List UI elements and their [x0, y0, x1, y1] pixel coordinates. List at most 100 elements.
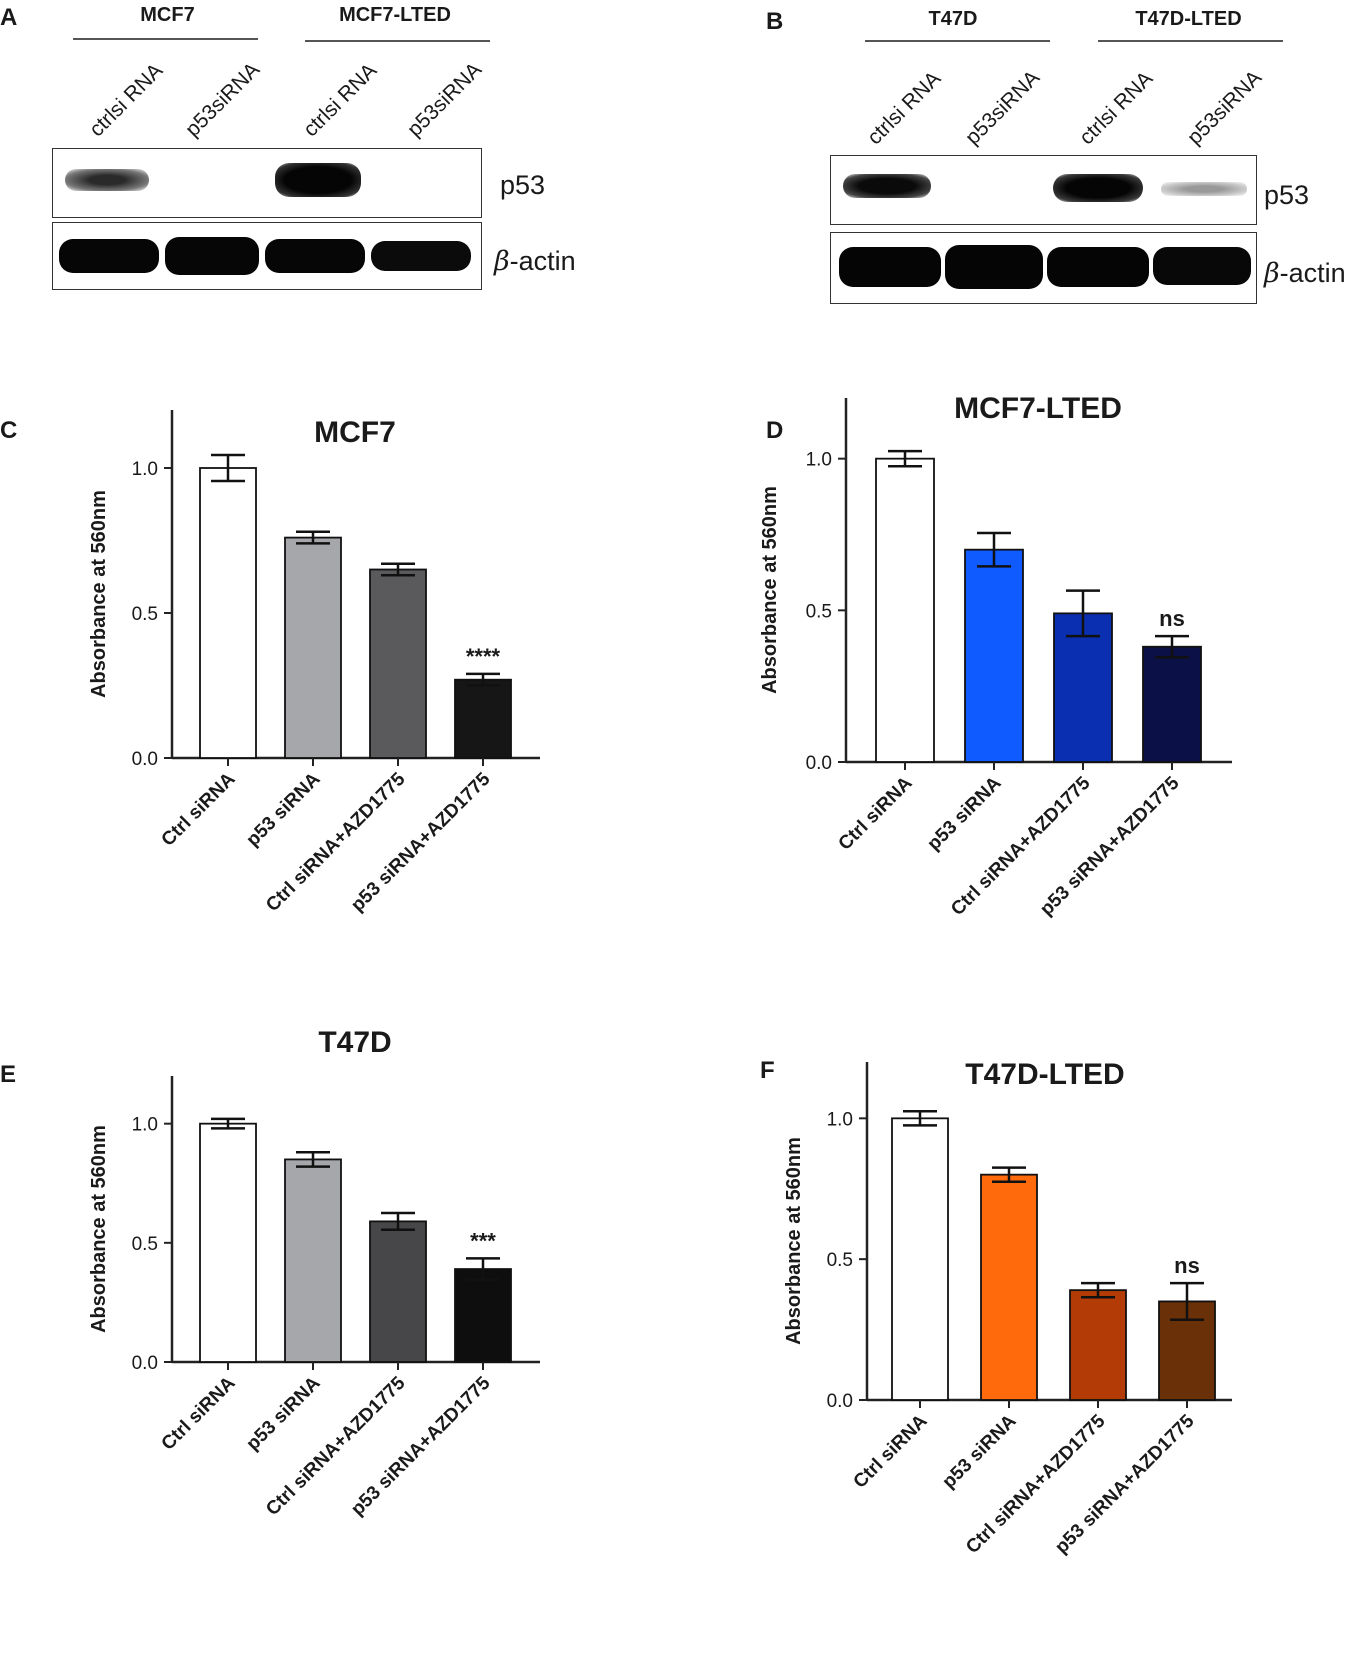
panel-letter: D — [766, 417, 783, 444]
significance-label: ns — [1174, 1253, 1200, 1278]
panel-letter-b: B — [766, 8, 784, 35]
chart-title: T47D — [318, 1026, 391, 1059]
band — [371, 241, 471, 271]
bar — [1053, 612, 1113, 763]
x-tick-label: p53 siRNA — [923, 772, 1005, 854]
bar — [199, 467, 257, 759]
beta-symbol: β — [1264, 258, 1280, 289]
group-label-t47d: T47D — [928, 8, 978, 30]
y-tick-label: 0.5 — [132, 604, 158, 625]
x-tick-label: p53 siRNA — [242, 768, 324, 850]
y-tick-label: 1.0 — [827, 1109, 853, 1130]
chart-title: MCF7-LTED — [954, 392, 1122, 425]
band — [1053, 174, 1143, 202]
band — [945, 245, 1043, 289]
blot-strip-p53 — [52, 148, 482, 218]
bar — [369, 568, 427, 759]
bar — [369, 1220, 427, 1363]
chart-title: T47D-LTED — [965, 1058, 1124, 1091]
group-line-mcf7-lted — [305, 40, 490, 42]
bar — [454, 678, 512, 759]
band — [65, 169, 149, 191]
lane-label-3: ctrlsi RNA — [1075, 67, 1158, 150]
y-tick-label: 1.0 — [132, 459, 158, 480]
y-tick-label: 0.5 — [827, 1250, 853, 1271]
bar — [1142, 645, 1202, 763]
chart-title: MCF7 — [314, 416, 396, 449]
bar — [454, 1268, 512, 1363]
y-tick-label: 0.0 — [132, 1353, 158, 1374]
significance-label: ns — [1159, 606, 1185, 631]
protein-label-actin: β-actin — [1264, 258, 1346, 289]
beta-symbol: β — [494, 246, 510, 277]
bar-chart-e: E T47D Absorbance at 560nm 0.0 0.5 1.0 Ctrl si… — [0, 1026, 540, 1520]
y-axis-label: Absorbance at 560nm — [783, 1137, 805, 1345]
panel-letter-a: A — [0, 4, 18, 31]
x-tick-label: Ctrl siRNA — [835, 772, 917, 854]
lane-label-1: ctrlsi RNA — [85, 59, 168, 142]
panel-letter: F — [760, 1057, 775, 1084]
y-tick-label: 1.0 — [806, 450, 832, 471]
panel-letter: E — [0, 1061, 16, 1088]
band — [275, 163, 361, 197]
x-tick-label: Ctrl siRNA — [158, 1372, 240, 1454]
bar — [891, 1117, 949, 1401]
y-tick-label: 0.0 — [806, 753, 832, 774]
y-tick-label: 0.5 — [132, 1234, 158, 1255]
blot-strip-actin — [52, 222, 482, 290]
x-tick-label: p53 siRNA+AZD1775 — [347, 1372, 495, 1520]
actin-text: -actin — [509, 246, 576, 276]
bar-chart-d: D MCF7-LTED Absorbance at 560nm 0.0 0.5 1.0 Ct… — [759, 392, 1232, 920]
y-axis-label: Absorbance at 560nm — [88, 1125, 110, 1333]
x-tick-label: p53 siRNA — [242, 1372, 324, 1454]
group-label-mcf7: MCF7 — [140, 4, 195, 26]
bar-chart-f: F T47D-LTED Absorbance at 560nm 0.0 0.5 1.0 Ct… — [760, 1057, 1232, 1558]
x-tick-label: p53 siRNA — [938, 1410, 1020, 1492]
lane-label-4: p53siRNA — [1183, 66, 1267, 150]
lane-label-2: p53siRNA — [961, 66, 1045, 150]
x-tick-label: Ctrl siRNA+AZD1775 — [262, 768, 410, 916]
bar — [1069, 1289, 1127, 1401]
group-label-t47d-lted: T47D-LTED — [1135, 8, 1242, 30]
lane-label-2: p53siRNA — [181, 58, 265, 142]
bar-chart-c: C MCF7 Absorbance at 560nm 0.0 0.5 1.0 Ctrl si… — [0, 410, 540, 916]
bar — [284, 536, 342, 759]
significance-label: *** — [470, 1228, 496, 1253]
bar — [875, 457, 935, 763]
protein-label-p53: p53 — [1264, 180, 1310, 210]
band — [1047, 247, 1149, 287]
band — [1161, 182, 1247, 196]
group-line-t47d-lted — [1098, 40, 1283, 42]
lane-label-4: p53siRNA — [403, 58, 487, 142]
band — [843, 174, 931, 198]
y-tick-label: 1.0 — [132, 1115, 158, 1136]
bar — [964, 548, 1024, 763]
group-label-mcf7-lted: MCF7-LTED — [339, 4, 451, 26]
y-tick-label: 0.0 — [132, 749, 158, 770]
group-line-t47d — [865, 40, 1050, 42]
group-line-mcf7 — [73, 38, 258, 40]
protein-label-p53: p53 — [500, 170, 546, 200]
y-tick-label: 0.0 — [827, 1391, 853, 1412]
y-axis-label: Absorbance at 560nm — [759, 486, 781, 694]
bar — [284, 1158, 342, 1363]
actin-text: -actin — [1279, 258, 1346, 288]
blot-strip-p53 — [830, 155, 1257, 225]
x-tick-label: Ctrl siRNA+AZD1775 — [262, 1372, 410, 1520]
y-axis-label: Absorbance at 560nm — [88, 490, 110, 698]
panel-letter: C — [0, 417, 17, 444]
x-tick-label: p53 siRNA+AZD1775 — [347, 768, 495, 916]
significance-label: **** — [466, 644, 501, 669]
x-tick-label: Ctrl siRNA — [850, 1410, 932, 1492]
lane-label-1: ctrlsi RNA — [863, 67, 946, 150]
band — [265, 239, 365, 273]
band — [165, 237, 259, 275]
band — [1153, 247, 1251, 285]
y-tick-label: 0.5 — [806, 601, 832, 622]
x-tick-label: Ctrl siRNA — [158, 768, 240, 850]
protein-label-actin: β-actin — [494, 246, 576, 277]
blot-strip-actin — [830, 232, 1257, 304]
band — [59, 239, 159, 273]
lane-label-3: ctrlsi RNA — [299, 59, 382, 142]
band — [839, 247, 941, 287]
